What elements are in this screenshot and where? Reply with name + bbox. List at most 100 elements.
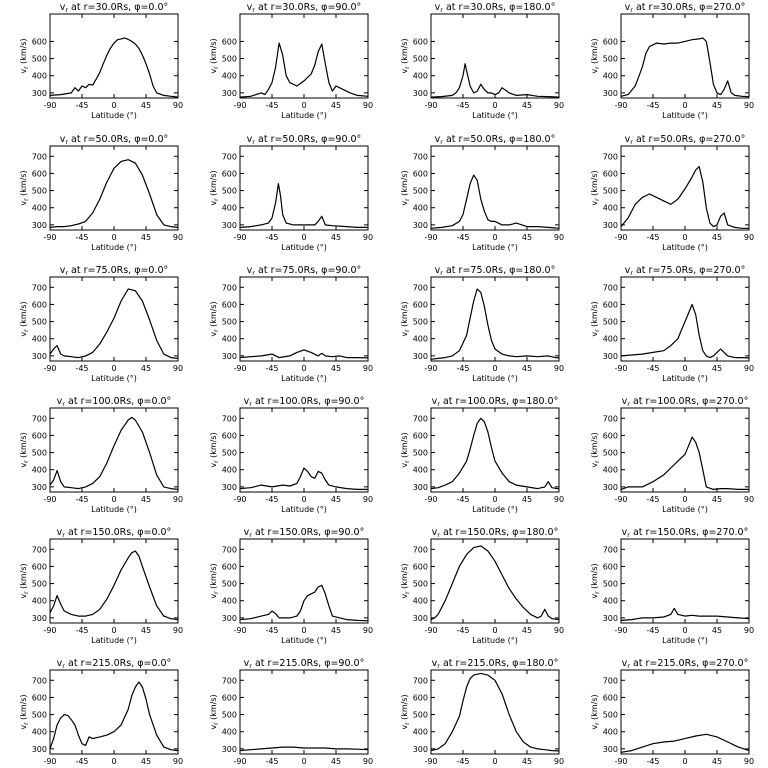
x-tick-label: 90 <box>744 364 754 373</box>
y-tick-label: 600 <box>603 562 618 571</box>
y-tick-label: 500 <box>603 449 618 458</box>
x-tick-label: 0 <box>492 495 497 504</box>
x-tick-label: 0 <box>682 495 687 504</box>
panel-title: vr at r=150.0Rs, φ=180.0° <box>432 527 559 539</box>
x-tick-label: 45 <box>522 626 532 635</box>
y-tick-label: 700 <box>32 283 47 292</box>
y-axis-label: vr (km/s) <box>19 432 30 467</box>
chart-panel: vr at r=100.0Rs, φ=0.0° -90 -45 0 45 90 300 400… <box>19 396 183 514</box>
y-tick-label: 300 <box>32 89 47 98</box>
x-tick-label: -45 <box>75 757 88 766</box>
x-axis-label: Latitude (°) <box>472 374 518 383</box>
y-tick-label: 600 <box>603 169 618 178</box>
y-tick-label: 700 <box>32 676 47 685</box>
x-tick-label: 0 <box>682 233 687 242</box>
x-tick-label: 0 <box>301 101 306 110</box>
x-tick-label: -45 <box>75 101 88 110</box>
y-tick-label: 600 <box>32 37 47 46</box>
series-line <box>620 733 750 753</box>
x-tick-label: 45 <box>141 364 151 373</box>
x-axis-label: Latitude (°) <box>662 374 708 383</box>
x-tick-label: -45 <box>456 233 469 242</box>
x-tick-label: -45 <box>265 626 278 635</box>
x-axis-label: Latitude (°) <box>662 243 708 252</box>
x-tick-label: -45 <box>265 101 278 110</box>
y-tick-label: 400 <box>222 204 237 213</box>
x-tick-label: -45 <box>646 364 659 373</box>
series-line <box>49 681 179 752</box>
series-line <box>239 183 368 228</box>
x-tick-label: 45 <box>331 364 341 373</box>
y-tick-label: 600 <box>413 169 428 178</box>
chart-panel: vr at r=150.0Rs, φ=270.0° -90 -45 0 45 90 300 4… <box>590 527 754 645</box>
x-tick-label: -45 <box>75 233 88 242</box>
y-tick-label: 500 <box>222 580 237 589</box>
x-tick-label: -90 <box>233 626 246 635</box>
y-tick-label: 600 <box>32 693 47 702</box>
series-line <box>430 672 560 752</box>
x-tick-label: 90 <box>173 101 183 110</box>
x-axis-label: Latitude (°) <box>281 243 327 252</box>
x-tick-label: 0 <box>682 364 687 373</box>
x-tick-label: 45 <box>141 233 151 242</box>
x-tick-label: -45 <box>265 364 278 373</box>
y-axis-label: vr (km/s) <box>19 170 30 205</box>
y-tick-label: 500 <box>222 55 237 64</box>
x-tick-label: 90 <box>744 495 754 504</box>
chart-panel: vr at r=215.0Rs, φ=90.0° -90 -45 0 45 90 300 40… <box>209 658 373 768</box>
panel-title: vr at r=215.0Rs, φ=0.0° <box>57 658 172 670</box>
x-tick-label: -90 <box>424 233 437 242</box>
x-axis-label: Latitude (°) <box>281 505 327 514</box>
x-tick-label: 0 <box>111 364 116 373</box>
x-tick-label: 0 <box>492 364 497 373</box>
x-tick-label: -90 <box>424 495 437 504</box>
y-tick-label: 500 <box>603 318 618 327</box>
x-tick-label: -90 <box>614 626 627 635</box>
y-axis-label: vr (km/s) <box>590 38 601 73</box>
y-tick-label: 400 <box>603 466 618 475</box>
x-tick-label: -90 <box>233 495 246 504</box>
y-axis-label: vr (km/s) <box>400 38 411 73</box>
x-tick-label: 45 <box>331 626 341 635</box>
y-tick-label: 400 <box>603 72 618 81</box>
y-tick-label: 600 <box>413 562 428 571</box>
panel-title: vr at r=30.0Rs, φ=90.0° <box>247 2 362 14</box>
y-tick-label: 600 <box>222 169 237 178</box>
x-tick-label: -90 <box>424 101 437 110</box>
series-line <box>239 349 369 359</box>
series-line <box>430 63 560 98</box>
panel-title: vr at r=75.0Rs, φ=0.0° <box>60 265 169 277</box>
chart-panel: vr at r=30.0Rs, φ=270.0° -90 -45 0 45 90 300 40… <box>590 2 754 120</box>
y-axis-label: vr (km/s) <box>209 301 220 336</box>
x-tick-label: 90 <box>363 233 373 242</box>
y-tick-label: 400 <box>222 597 237 606</box>
y-tick-label: 300 <box>413 221 428 230</box>
x-tick-label: 90 <box>363 757 373 766</box>
y-axis-label: vr (km/s) <box>19 694 30 729</box>
y-tick-label: 500 <box>222 449 237 458</box>
y-tick-label: 700 <box>222 152 237 161</box>
chart-panel: vr at r=215.0Rs, φ=0.0° -90 -45 0 45 90 300 400… <box>19 658 183 768</box>
x-tick-label: -45 <box>75 626 88 635</box>
y-tick-label: 600 <box>32 300 47 309</box>
x-tick-label: 90 <box>554 364 564 373</box>
y-tick-label: 500 <box>603 711 618 720</box>
x-tick-label: -90 <box>43 757 56 766</box>
y-tick-label: 300 <box>222 614 237 623</box>
x-tick-label: 0 <box>492 101 497 110</box>
y-tick-label: 400 <box>413 72 428 81</box>
panel-title: vr at r=50.0Rs, φ=180.0° <box>435 134 556 146</box>
x-tick-label: 90 <box>744 101 754 110</box>
panel-title: vr at r=100.0Rs, φ=180.0° <box>432 396 559 408</box>
x-tick-label: -90 <box>424 626 437 635</box>
panel-title: vr at r=30.0Rs, φ=0.0° <box>60 2 169 14</box>
y-axis-label: vr (km/s) <box>400 563 411 598</box>
x-axis-label: Latitude (°) <box>662 636 708 645</box>
y-tick-label: 600 <box>222 300 237 309</box>
x-axis-label: Latitude (°) <box>91 636 137 645</box>
series-line <box>430 545 560 621</box>
y-tick-label: 700 <box>222 676 237 685</box>
x-tick-label: 45 <box>331 757 341 766</box>
y-tick-label: 300 <box>413 745 428 754</box>
